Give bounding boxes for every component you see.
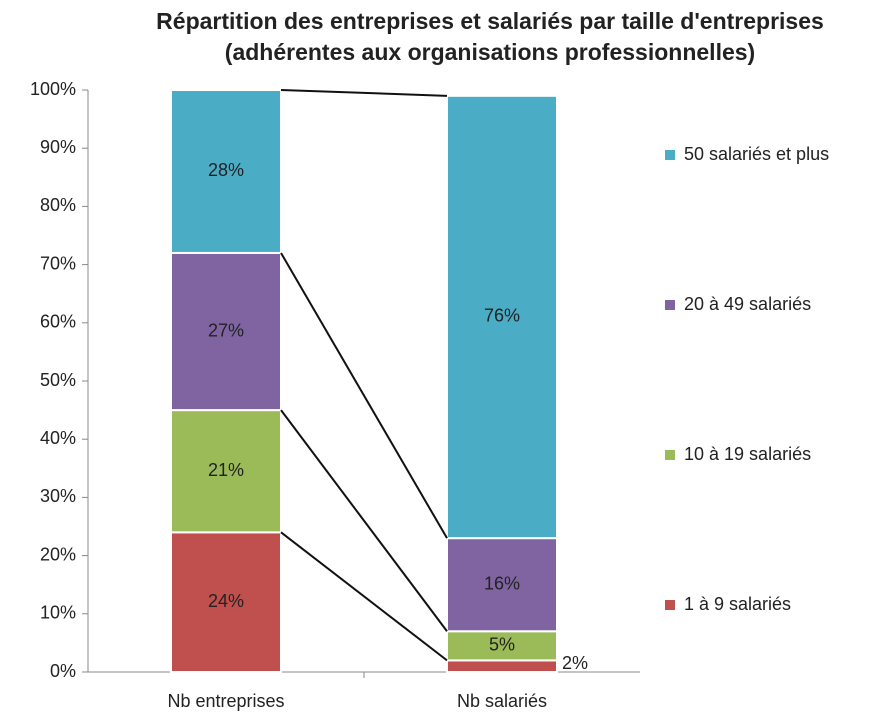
y-tick-label: 20% bbox=[40, 544, 76, 564]
series-line bbox=[280, 252, 448, 539]
x-tick-label: Nb salariés bbox=[457, 691, 547, 711]
series-line bbox=[280, 531, 448, 662]
y-tick-label: 50% bbox=[40, 370, 76, 390]
data-label: 24% bbox=[208, 591, 244, 611]
y-tick-label: 10% bbox=[40, 603, 76, 623]
bar-segment bbox=[170, 409, 282, 534]
legend-swatch bbox=[665, 300, 675, 310]
bar-segment bbox=[446, 630, 558, 662]
bar-segment bbox=[446, 94, 558, 540]
data-label: 16% bbox=[484, 573, 520, 593]
legend-swatch bbox=[665, 150, 675, 160]
y-tick-label: 30% bbox=[40, 486, 76, 506]
y-tick-label: 90% bbox=[40, 137, 76, 157]
bar-segment bbox=[446, 659, 558, 673]
legend-label: 50 salariés et plus bbox=[684, 144, 829, 164]
x-tick-label: Nb entreprises bbox=[167, 691, 284, 711]
legend-label: 10 à 19 salariés bbox=[684, 444, 811, 464]
y-tick-label: 60% bbox=[40, 312, 76, 332]
bar-segment bbox=[170, 89, 282, 254]
chart-title: Répartition des entreprises et salariés … bbox=[156, 8, 824, 65]
y-tick-label: 80% bbox=[40, 195, 76, 215]
data-label: 28% bbox=[208, 160, 244, 180]
y-tick-label: 0% bbox=[50, 661, 76, 681]
data-label: 27% bbox=[208, 320, 244, 340]
series-line bbox=[280, 409, 448, 632]
legend-label: 20 à 49 salariés bbox=[684, 294, 811, 314]
data-label: 76% bbox=[484, 306, 520, 326]
y-tick-label: 70% bbox=[40, 253, 76, 273]
y-tick-label: 100% bbox=[30, 79, 76, 99]
data-label: 5% bbox=[489, 635, 515, 655]
bar-segment bbox=[446, 537, 558, 633]
legend-swatch bbox=[665, 600, 675, 610]
bar-segment bbox=[170, 251, 282, 412]
legend-label: 1 à 9 salariés bbox=[684, 594, 791, 614]
data-label: 21% bbox=[208, 460, 244, 480]
y-tick-label: 40% bbox=[40, 428, 76, 448]
data-label: 2% bbox=[562, 653, 588, 673]
legend-swatch bbox=[665, 450, 675, 460]
series-line bbox=[280, 89, 448, 97]
bar-segment bbox=[170, 531, 282, 673]
